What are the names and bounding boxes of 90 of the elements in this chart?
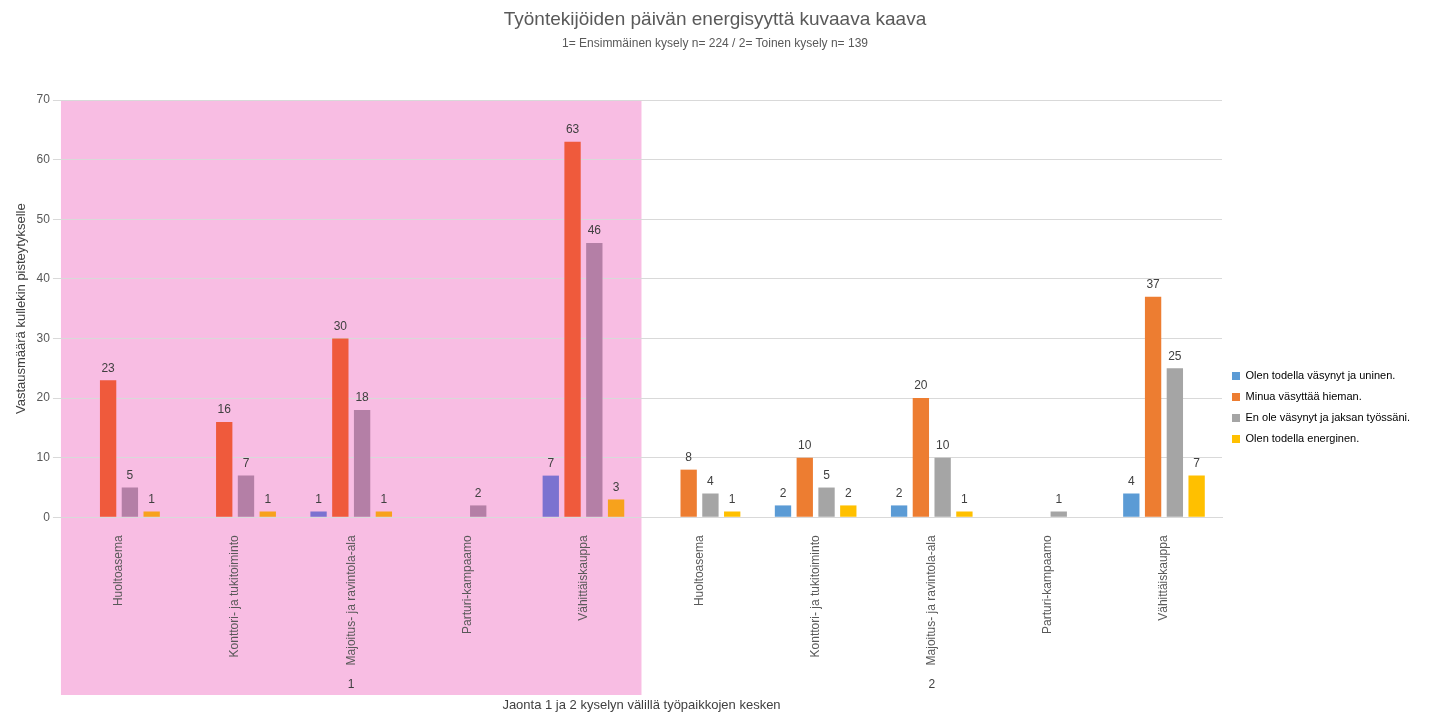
bar: [607, 499, 625, 517]
x-tick-label: Konttori- ja tukitoiminto: [807, 535, 822, 658]
data-label: 30: [333, 318, 348, 333]
x-tick-label: Konttori- ja tukitoiminto: [227, 535, 242, 658]
x-axis-title: Jaonta 1 ja 2 kyselyn välillä työpaikkojen kesken: [502, 696, 781, 712]
data-label: 18: [355, 390, 370, 405]
bar: [564, 141, 581, 517]
bar: [586, 243, 603, 517]
bar: [121, 487, 139, 517]
bar: [542, 475, 559, 517]
x-tick-label: Majoitus- ja ravintola-ala: [343, 535, 358, 666]
bar: [237, 475, 255, 517]
chart-subtitle: 1= Ensimmäinen kysely n= 224 / 2= Toinen kysely n= 139: [561, 36, 869, 50]
y-tick-label: 10: [36, 450, 51, 465]
bar: [774, 505, 792, 517]
bar: [1166, 368, 1184, 517]
y-tick-label: 40: [36, 271, 51, 286]
data-label: 1: [1055, 491, 1063, 506]
bar: [680, 469, 697, 517]
y-axis-title: Vastausmäärä kullekin pisteytykselle: [13, 203, 29, 415]
bar: [1188, 475, 1205, 517]
bar: [1050, 511, 1067, 517]
data-label: 7: [547, 455, 555, 470]
y-tick-label: 60: [36, 151, 51, 166]
text: 2: [928, 677, 936, 692]
legend-label: Minua väsyttää hieman.: [1245, 390, 1362, 403]
bar: [310, 511, 327, 517]
data-label: 10: [798, 438, 812, 453]
bar: [216, 421, 233, 517]
bar: [375, 511, 393, 517]
chart-title: Työntekijöiden päivän energisyyttä kuvaava kaava: [502, 8, 928, 30]
data-label: 1: [148, 491, 156, 506]
x-tick-label: Vähittäiskauppa: [575, 535, 590, 621]
data-label: 23: [101, 360, 116, 375]
bar: [702, 493, 719, 517]
y-tick-label: 70: [36, 92, 51, 107]
data-label: 63: [565, 122, 580, 137]
bar: [259, 511, 276, 517]
bar: [956, 511, 973, 517]
data-label: 1: [961, 491, 969, 506]
legend-label: Olen todella väsynyt ja uninen.: [1245, 369, 1396, 382]
data-label: 20: [914, 378, 928, 393]
x-tick-label: Huoltoasema: [691, 535, 706, 607]
data-label: 37: [1146, 277, 1161, 292]
data-label: 3: [612, 479, 620, 494]
data-label: 2: [895, 485, 903, 500]
bar: [143, 511, 160, 517]
bar: [1123, 493, 1140, 517]
data-label: 5: [126, 467, 134, 482]
data-label: 1: [264, 491, 272, 506]
bar: [332, 338, 349, 517]
legend-label: En ole väsynyt ja jaksan työssäni.: [1245, 411, 1411, 424]
data-label: 1: [315, 491, 323, 506]
text: 1: [347, 677, 355, 692]
data-label: 4: [707, 473, 715, 488]
legend-label: Olen todella energinen.: [1245, 432, 1360, 445]
data-label: 4: [1127, 473, 1135, 488]
bar: [353, 410, 371, 517]
data-label: 25: [1168, 348, 1182, 363]
bar: [99, 380, 117, 517]
x-tick-label: Majoitus- ja ravintola-ala: [924, 535, 939, 666]
y-tick-label: 0: [43, 509, 51, 524]
data-label: 1: [728, 491, 736, 506]
y-tick-label: 50: [36, 211, 51, 226]
x-tick-label: Parturi-kampaamo: [1040, 535, 1055, 635]
bar: [1144, 296, 1162, 517]
data-label: 10: [935, 438, 950, 453]
bar: [724, 511, 741, 517]
data-label: 1: [380, 491, 388, 506]
bar: [890, 505, 908, 517]
y-tick-label: 20: [36, 390, 51, 405]
data-label: 2: [844, 485, 852, 500]
data-label: 2: [474, 485, 482, 500]
data-label: 7: [1193, 455, 1201, 470]
bar: [840, 505, 857, 517]
data-label: 46: [587, 223, 602, 238]
y-tick-label: 30: [36, 330, 51, 345]
bar: [934, 457, 951, 517]
data-label: 2: [779, 485, 787, 500]
data-label: 8: [685, 449, 693, 464]
bar: [470, 505, 487, 517]
x-tick-label: Huoltoasema: [111, 535, 126, 607]
data-label: 16: [217, 402, 232, 417]
data-label: 5: [823, 467, 831, 482]
bar: [796, 457, 813, 517]
data-label: 7: [242, 455, 250, 470]
x-tick-label: Vähittäiskauppa: [1156, 535, 1171, 621]
bar: [818, 487, 835, 517]
x-tick-label: Parturi-kampaamo: [459, 535, 474, 635]
bar: [912, 398, 930, 517]
